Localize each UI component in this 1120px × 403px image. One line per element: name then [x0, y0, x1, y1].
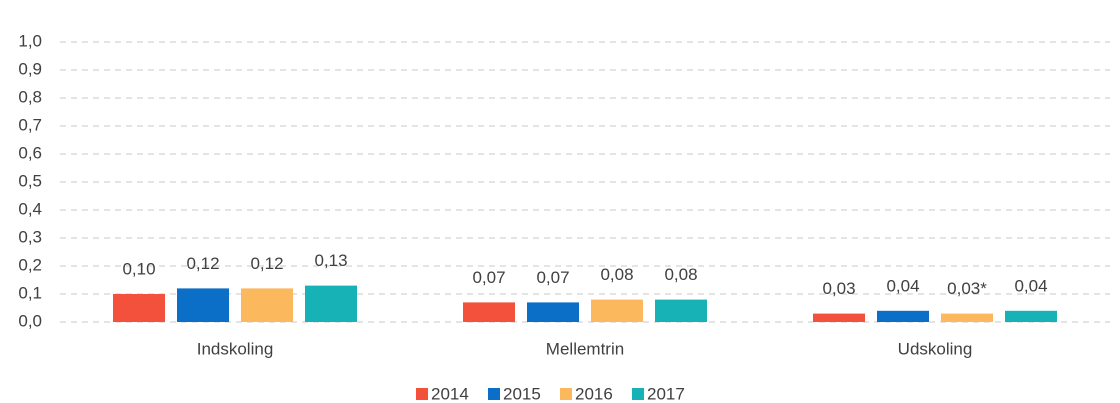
data-label: 0,13 [314, 251, 347, 270]
y-tick-label: 0,3 [18, 227, 42, 246]
legend-label: 2017 [647, 384, 685, 403]
legend-swatch [560, 388, 572, 400]
data-label: 0,12 [250, 254, 283, 273]
y-tick-label: 0,1 [18, 283, 42, 302]
data-label: 0,08 [664, 265, 697, 284]
x-tick-label: Indskoling [197, 339, 274, 358]
bar [241, 288, 293, 322]
legend-swatch [488, 388, 500, 400]
bar [305, 285, 357, 322]
y-tick-label: 0,4 [18, 199, 42, 218]
x-tick-label: Mellemtrin [546, 339, 624, 358]
bar [177, 288, 229, 322]
data-label: 0,04 [1014, 276, 1047, 295]
data-label: 0,04 [886, 276, 919, 295]
legend-label: 2015 [503, 384, 541, 403]
y-tick-label: 0,5 [18, 171, 42, 190]
y-tick-label: 1,0 [18, 31, 42, 50]
bar [655, 299, 707, 322]
legend-swatch [416, 388, 428, 400]
y-tick-label: 0,2 [18, 255, 42, 274]
legend-label: 2016 [575, 384, 613, 403]
data-label: 0,07 [472, 268, 505, 287]
legend-swatch [632, 388, 644, 400]
bar [941, 313, 993, 322]
data-label: 0,08 [600, 265, 633, 284]
y-tick-label: 0,9 [18, 59, 42, 78]
data-label: 0,03 [822, 279, 855, 298]
y-tick-label: 0,7 [18, 115, 42, 134]
data-label: 0,10 [122, 259, 155, 278]
data-label: 0,12 [186, 254, 219, 273]
bar [877, 310, 929, 322]
bar [113, 294, 165, 322]
y-tick-label: 0,0 [18, 311, 42, 330]
bar [813, 313, 865, 322]
y-tick-label: 0,6 [18, 143, 42, 162]
x-tick-label: Udskoling [898, 339, 973, 358]
bar [527, 302, 579, 322]
data-label: 0,07 [536, 268, 569, 287]
legend-label: 2014 [431, 384, 469, 403]
bar [1005, 310, 1057, 322]
y-tick-label: 0,8 [18, 87, 42, 106]
bar [463, 302, 515, 322]
bar [591, 299, 643, 322]
data-label: 0,03* [947, 279, 987, 298]
